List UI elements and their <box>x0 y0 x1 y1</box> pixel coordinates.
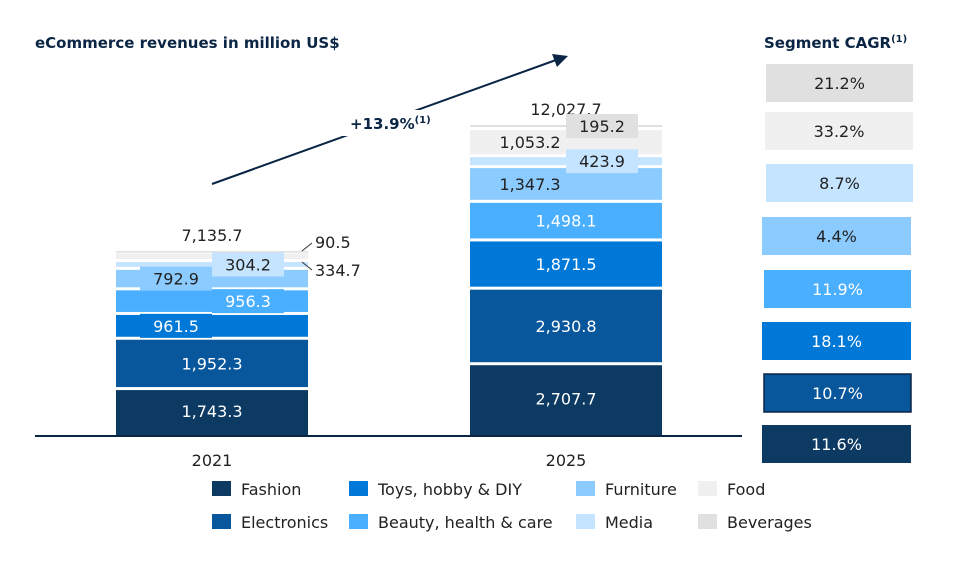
legend-label: Food <box>727 480 765 499</box>
bar-beauty-health-care-2025 <box>470 202 662 239</box>
cagr-box-electronics <box>763 373 912 413</box>
data-label-beverages-2025-box <box>566 114 638 139</box>
bar-fashion-2021 <box>116 390 308 435</box>
cagr-value-media: 8.7% <box>819 174 860 193</box>
legend-swatch <box>212 481 231 496</box>
legend-label: Toys, hobby & DIY <box>377 480 522 499</box>
cagr-value-fashion: 11.6% <box>811 435 862 454</box>
data-label-media-2025: 423.9 <box>579 152 625 171</box>
data-label-beauty-health-care-2021-box <box>212 289 284 314</box>
bar-toys-hobby-diy-2025 <box>470 241 662 287</box>
legend-label: Beauty, health & care <box>378 513 553 532</box>
data-label-toys-hobby-diy-2021-box <box>140 313 212 338</box>
legend-swatch <box>576 481 595 496</box>
legend-label: Furniture <box>605 480 677 499</box>
x-tick-2025: 2025 <box>546 451 587 470</box>
legend-item-electronics: Electronics <box>212 513 328 532</box>
legend-swatch <box>698 514 717 529</box>
legend-item-food: Food <box>698 480 765 499</box>
legend-swatch <box>349 481 368 496</box>
bar-electronics-2021 <box>116 339 308 388</box>
cagr-value-beverages: 21.2% <box>814 74 865 93</box>
legend-label: Beverages <box>727 513 812 532</box>
cagr-box-media <box>766 164 913 202</box>
data-label-food-2025-box <box>494 130 566 155</box>
cagr-title: Segment CAGR(1) <box>764 34 907 52</box>
data-label-beauty-health-care-2021: 956.3 <box>225 292 271 311</box>
data-label-furniture-2021-box <box>140 266 212 291</box>
cagr-box-fashion <box>762 425 911 463</box>
data-label-food-2021: 334.7 <box>315 261 361 280</box>
data-label-furniture-2025-box <box>494 171 566 196</box>
data-label-furniture-2021: 792.9 <box>153 270 199 289</box>
bar-electronics-2025 <box>470 289 662 363</box>
bar-beverages-2021 <box>116 251 308 253</box>
legend-label: Fashion <box>241 480 301 499</box>
data-label-electronics-2021: 1,952.3 <box>181 354 242 373</box>
legend-label: Media <box>605 513 653 532</box>
data-label-fashion-2025: 2,707.7 <box>535 390 596 409</box>
legend-item-furniture: Furniture <box>576 480 677 499</box>
total-label-2021: 7,135.7 <box>181 226 242 245</box>
data-label-beverages-2021: 90.5 <box>315 233 351 252</box>
data-label-furniture-2025: 1,347.3 <box>499 175 560 194</box>
legend-item-fashion: Fashion <box>212 480 301 499</box>
cagr-value-electronics: 10.7% <box>812 384 863 403</box>
leader-line-beverages <box>301 242 313 252</box>
cagr-value-toys-hobby-diy: 18.1% <box>811 332 862 351</box>
legend-swatch <box>349 514 368 529</box>
data-label-media-2021-box <box>212 252 284 277</box>
data-label-toys-hobby-diy-2021: 961.5 <box>153 317 199 336</box>
legend-item-media: Media <box>576 513 653 532</box>
legend-swatch <box>212 514 231 529</box>
legend-label: Electronics <box>241 513 328 532</box>
chart-title: eCommerce revenues in million US$ <box>35 34 340 52</box>
cagr-box-beverages <box>766 64 913 102</box>
cagr-value-beauty-health-care: 11.9% <box>812 280 863 299</box>
data-label-beauty-health-care-2025: 1,498.1 <box>535 212 596 231</box>
legend-swatch <box>698 481 717 496</box>
bar-fashion-2025 <box>470 365 662 435</box>
cagr-box-furniture <box>762 217 911 255</box>
legend-item-beverages: Beverages <box>698 513 812 532</box>
cagr-box-toys-hobby-diy <box>762 322 911 360</box>
legend-swatch <box>576 514 595 529</box>
growth-annotation: +13.9%(1) <box>350 115 431 133</box>
data-label-toys-hobby-diy-2025: 1,871.5 <box>535 255 596 274</box>
cagr-box-food <box>765 112 913 150</box>
leader-line-food <box>301 261 313 271</box>
data-label-fashion-2021: 1,743.3 <box>181 402 242 421</box>
legend-item-beauty-health-care: Beauty, health & care <box>349 513 553 532</box>
data-label-beverages-2025: 195.2 <box>579 117 625 136</box>
x-tick-2021: 2021 <box>192 451 233 470</box>
cagr-box-beauty-health-care <box>764 270 911 308</box>
data-label-media-2025-box <box>566 149 638 174</box>
data-label-media-2021: 304.2 <box>225 255 271 274</box>
data-label-food-2025: 1,053.2 <box>499 133 560 152</box>
cagr-value-food: 33.2% <box>814 122 865 141</box>
legend-item-toys-hobby-diy: Toys, hobby & DIY <box>349 480 522 499</box>
cagr-value-furniture: 4.4% <box>816 227 857 246</box>
data-label-electronics-2025: 2,930.8 <box>535 317 596 336</box>
